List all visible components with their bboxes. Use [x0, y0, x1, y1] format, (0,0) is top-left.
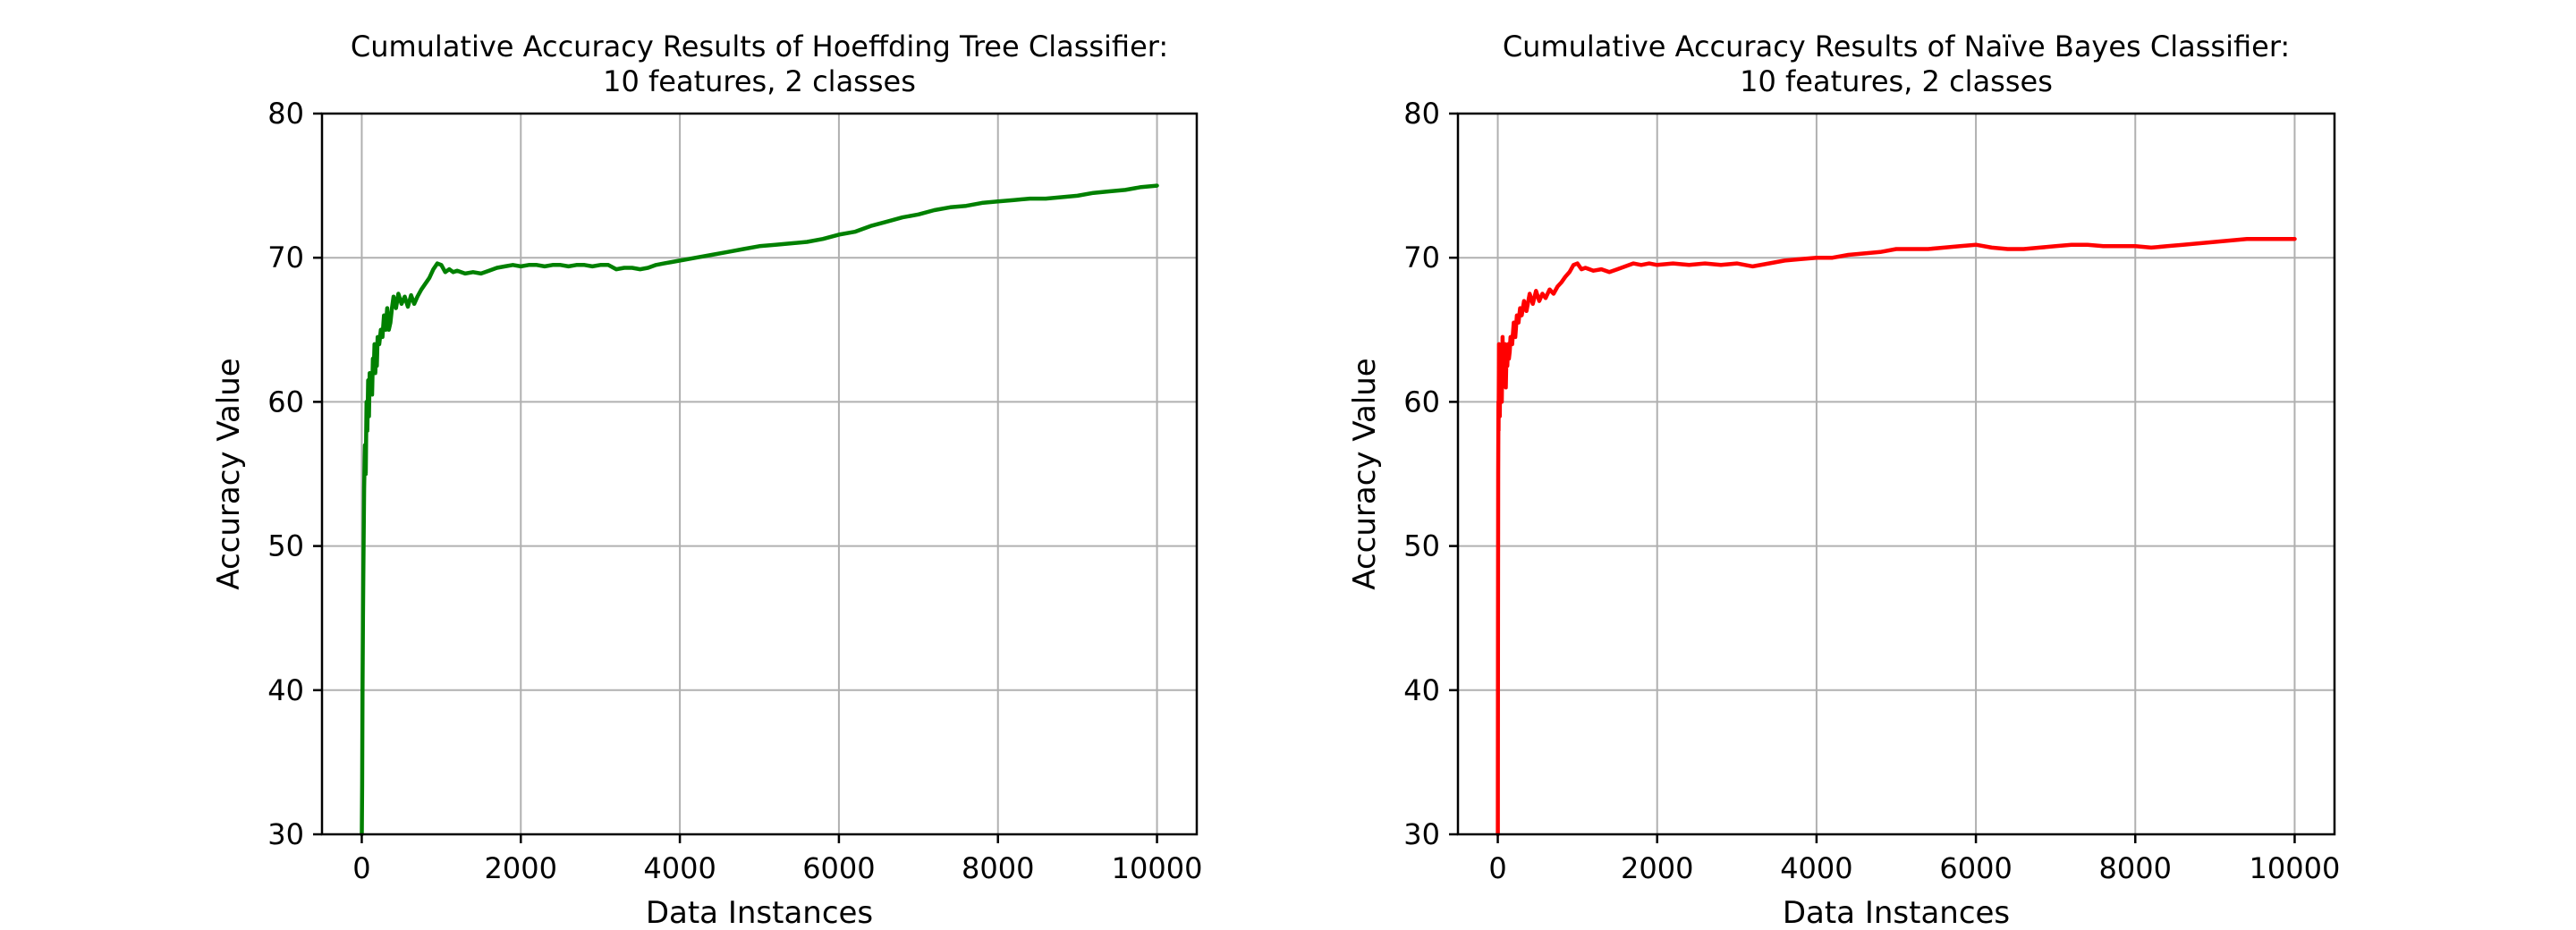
chart-hoeffding-tree: Cumulative Accuracy Results of Hoeffding…	[211, 30, 1202, 930]
y-tick-label-2: 50	[1403, 529, 1440, 563]
y-tick-label-1: 40	[267, 673, 304, 707]
series-layer	[1496, 236, 2297, 837]
y-tick-label-4: 70	[1403, 241, 1440, 275]
chart-title-line1: Cumulative Accuracy Results of Naïve Bay…	[1503, 30, 2290, 63]
x-tick-label-0: 0	[1488, 851, 1506, 885]
y-tick-label-4: 70	[267, 241, 304, 275]
y-tick-label-0: 30	[1403, 817, 1440, 851]
y-tick-label-2: 50	[267, 529, 304, 563]
y-tick-label-1: 40	[1403, 673, 1440, 707]
x-tick-label-2: 4000	[643, 851, 716, 885]
series-line-0	[360, 183, 1159, 837]
chart-title-line2: 10 features, 2 classes	[1740, 64, 2053, 98]
x-axis-label: Data Instances	[646, 895, 873, 930]
y-tick-label-3: 60	[1403, 385, 1440, 418]
x-tick-label-1: 2000	[485, 851, 557, 885]
y-axis-label: Accuracy Value	[1347, 358, 1383, 589]
plot-frame	[1456, 112, 2336, 836]
y-tick-label-5: 80	[1403, 97, 1440, 131]
x-tick-label-5: 10000	[1112, 851, 1203, 885]
y-axis-label: Accuracy Value	[211, 358, 247, 589]
y-tick-label-5: 80	[267, 97, 304, 131]
x-axis-label: Data Instances	[1783, 895, 2010, 930]
series-layer	[360, 183, 1159, 837]
x-tick-label-2: 4000	[1780, 851, 1852, 885]
x-tick-label-3: 6000	[802, 851, 875, 885]
chart-naive-bayes: Cumulative Accuracy Results of Naïve Bay…	[1347, 30, 2340, 930]
axis-ticks: 0 2000 4000 6000 8000 10000 30 40 50 60 70 80	[1403, 97, 2340, 885]
chart-title-line2: 10 features, 2 classes	[603, 64, 916, 98]
y-tick-label-3: 60	[267, 385, 304, 418]
chart-title-line1: Cumulative Accuracy Results of Hoeffding…	[351, 30, 1168, 63]
x-tick-label-4: 8000	[962, 851, 1034, 885]
y-tick-label-0: 30	[267, 817, 304, 851]
x-tick-label-0: 0	[352, 851, 370, 885]
axis-ticks: 0 2000 4000 6000 8000 10000 30 40 50 60 70 80	[267, 97, 1202, 885]
x-tick-label-3: 6000	[1939, 851, 2012, 885]
plot-frame	[320, 112, 1199, 836]
x-tick-label-4: 8000	[2099, 851, 2172, 885]
series-line-0	[1496, 236, 2297, 837]
x-tick-label-1: 2000	[1621, 851, 1693, 885]
x-tick-label-5: 10000	[2250, 851, 2341, 885]
